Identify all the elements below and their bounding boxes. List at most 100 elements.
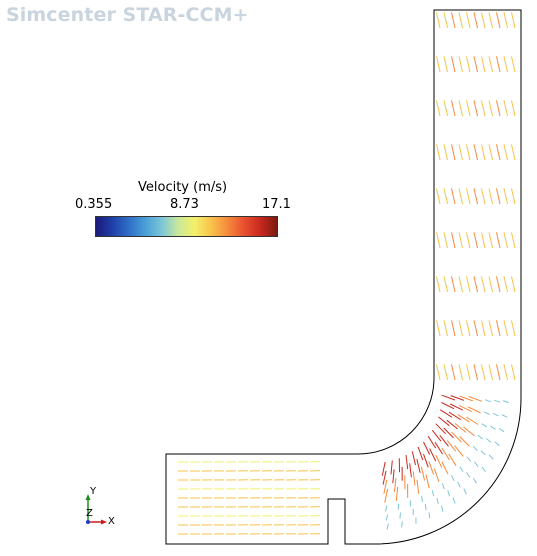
velocity-vector <box>496 144 501 161</box>
velocity-vector <box>394 478 397 493</box>
velocity-vector <box>433 468 440 482</box>
velocity-vector <box>451 56 456 73</box>
velocity-vector <box>473 56 478 73</box>
velocity-vector <box>436 100 441 117</box>
velocity-vector <box>503 320 508 337</box>
velocity-vector <box>441 402 455 410</box>
velocity-vector <box>451 364 456 381</box>
velocity-vector <box>443 12 448 29</box>
velocity-vector <box>436 232 441 249</box>
velocity-vector <box>490 425 496 430</box>
velocity-vector <box>392 469 395 484</box>
velocity-vector <box>439 434 449 447</box>
velocity-vector <box>451 100 456 117</box>
velocity-vector <box>409 463 412 478</box>
velocity-vector <box>481 144 486 161</box>
triad-z-label: Z <box>86 508 93 519</box>
velocity-vector <box>401 521 403 528</box>
velocity-vector <box>503 144 508 161</box>
velocity-vector <box>503 364 508 381</box>
velocity-vector <box>496 320 501 337</box>
velocity-vector <box>501 414 508 418</box>
velocity-vector <box>435 423 446 435</box>
velocity-vector <box>441 394 456 401</box>
velocity-vector <box>468 396 483 402</box>
velocity-vector <box>488 320 493 337</box>
velocity-vector <box>451 475 455 482</box>
scalar-bar-mid-label: 8.73 <box>170 197 199 212</box>
velocity-vector <box>485 399 492 403</box>
velocity-vector <box>423 441 431 455</box>
velocity-vector <box>441 461 449 475</box>
velocity-vector <box>438 416 450 427</box>
velocity-vector <box>451 188 456 205</box>
velocity-vector <box>441 447 450 461</box>
velocity-vector <box>427 436 437 449</box>
velocity-vector <box>411 451 416 466</box>
velocity-vector <box>481 466 486 473</box>
velocity-vector <box>446 440 457 452</box>
velocity-vector <box>458 276 463 293</box>
velocity-vector <box>466 276 471 293</box>
velocity-vector <box>431 429 442 442</box>
velocity-vector <box>458 232 463 249</box>
velocity-vector <box>466 56 471 73</box>
velocity-vector <box>459 395 474 402</box>
velocity-vector <box>467 406 481 414</box>
velocity-vector <box>477 434 484 440</box>
velocity-vector <box>473 188 478 205</box>
velocity-vector <box>481 100 486 117</box>
triad-z-axis <box>86 520 90 524</box>
velocity-vector <box>473 320 478 337</box>
velocity-vector <box>488 454 494 460</box>
velocity-vector <box>450 395 465 401</box>
velocity-vector <box>447 490 451 497</box>
velocity-vector <box>451 232 456 249</box>
velocity-vector <box>385 505 388 512</box>
velocity-vector <box>496 100 501 117</box>
velocity-vector <box>420 466 426 481</box>
velocity-vector <box>443 232 448 249</box>
velocity-vector <box>488 100 493 117</box>
velocity-vector <box>473 232 478 249</box>
duct-outline <box>165 9 522 545</box>
velocity-vector <box>457 481 461 488</box>
velocity-vector <box>466 364 471 381</box>
velocity-vector <box>451 144 456 161</box>
velocity-vector <box>481 56 486 73</box>
velocity-vector <box>440 409 453 418</box>
velocity-vector <box>386 523 389 530</box>
velocity-vector <box>436 364 441 381</box>
velocity-vector <box>483 411 490 415</box>
velocity-vector <box>421 495 423 502</box>
velocity-vector <box>511 56 516 73</box>
velocity-vector <box>436 320 441 337</box>
velocity-vector <box>488 276 493 293</box>
velocity-vector <box>452 497 456 504</box>
velocity-vector <box>474 461 479 467</box>
velocity-vector <box>399 512 401 519</box>
velocity-vector <box>466 232 471 249</box>
scalar-bar-min-label: 0.355 <box>75 197 113 212</box>
velocity-vector <box>481 188 486 205</box>
velocity-vector <box>473 276 478 293</box>
velocity-vector <box>441 483 445 490</box>
velocity-vector <box>458 12 463 29</box>
scalar-bar-colormap <box>95 216 278 237</box>
velocity-vector <box>503 56 508 73</box>
velocity-vector <box>429 448 437 462</box>
velocity-vector <box>496 12 501 29</box>
velocity-vector <box>481 364 486 381</box>
velocity-vector <box>481 276 486 293</box>
velocity-vector <box>458 144 463 161</box>
triad-x-label: X <box>108 516 115 527</box>
velocity-vector <box>494 399 500 403</box>
velocity-vector <box>423 453 429 468</box>
velocity-vector <box>503 100 508 117</box>
velocity-vector <box>434 441 443 455</box>
velocity-vector <box>511 188 516 205</box>
velocity-vector <box>511 364 516 381</box>
velocity-vector <box>496 364 501 381</box>
velocity-vector <box>454 445 464 457</box>
